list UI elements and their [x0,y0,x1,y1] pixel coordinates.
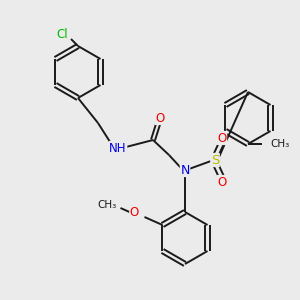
Text: CH₃: CH₃ [270,139,289,149]
Text: O: O [130,206,139,220]
Text: O: O [218,176,226,188]
Text: S: S [211,154,219,166]
Text: CH₃: CH₃ [98,200,117,210]
Text: O: O [218,131,226,145]
Text: NH: NH [109,142,127,154]
Text: O: O [155,112,165,124]
Text: N: N [180,164,190,176]
Text: Cl: Cl [56,28,68,40]
